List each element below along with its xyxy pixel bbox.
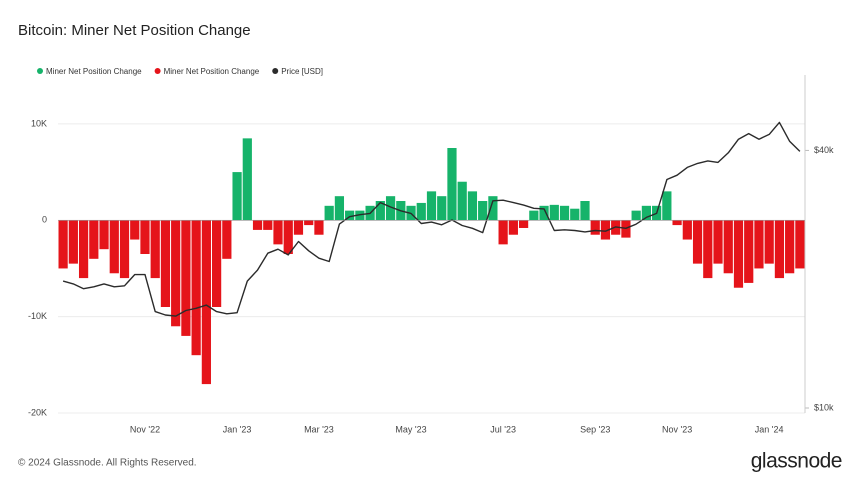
bar <box>345 210 355 221</box>
price-line <box>62 121 801 317</box>
bar <box>119 220 130 279</box>
bar <box>600 220 611 240</box>
bar <box>631 210 641 221</box>
footer: © 2024 Glassnode. All Rights Reserved. <box>18 458 197 469</box>
bar <box>703 220 713 279</box>
bar <box>130 220 140 240</box>
x-tick-label: Jan '24 <box>755 424 784 434</box>
chart-title: Bitcoin: Miner Net Position Change <box>18 22 251 39</box>
bar <box>641 205 651 221</box>
y-tick-label: -10K <box>28 311 47 321</box>
bar <box>68 220 78 264</box>
bar <box>263 220 273 230</box>
bar <box>682 220 692 240</box>
bar <box>334 196 345 221</box>
bar <box>478 201 488 221</box>
bar <box>252 220 263 230</box>
bar <box>539 205 549 221</box>
bar <box>672 220 682 226</box>
y2-tick-label: $10k <box>814 402 834 412</box>
bar <box>754 220 764 269</box>
bar <box>785 220 795 274</box>
x-tick-label: Jul '23 <box>490 424 516 434</box>
bar <box>201 220 211 385</box>
bar <box>355 210 365 221</box>
bar <box>109 220 119 274</box>
legend-label: Price [USD] <box>281 67 323 76</box>
bar <box>191 220 201 356</box>
y2-tick-label: $40k <box>814 145 834 155</box>
bar <box>518 220 529 228</box>
bar <box>590 220 600 235</box>
bar <box>314 220 324 235</box>
bar <box>559 205 570 221</box>
legend-swatch <box>154 68 161 74</box>
bar <box>662 191 672 221</box>
bar <box>150 220 160 279</box>
bar <box>171 220 181 327</box>
x-tick-label: Mar '23 <box>304 424 334 434</box>
bar <box>283 220 293 254</box>
bar <box>140 220 150 254</box>
bar <box>273 220 283 245</box>
bar <box>181 220 191 336</box>
bar <box>416 202 426 221</box>
bar <box>447 148 457 221</box>
bar <box>570 208 580 221</box>
bar <box>744 220 754 283</box>
y-tick-label: -20K <box>28 407 47 417</box>
bar <box>774 220 785 279</box>
bar <box>242 138 252 221</box>
bar <box>160 220 171 307</box>
bar <box>713 220 723 264</box>
bar <box>78 220 89 279</box>
legend-swatch <box>272 68 279 74</box>
bar <box>549 204 559 221</box>
x-tick-label: Nov '22 <box>130 424 160 434</box>
bar <box>498 220 508 245</box>
x-tick-label: Sep '23 <box>580 424 610 434</box>
bar <box>457 181 467 221</box>
bar <box>304 220 314 226</box>
bar <box>222 220 232 259</box>
bar <box>99 220 109 250</box>
legend-label: Miner Net Position Change <box>46 67 142 76</box>
x-tick-label: Nov '23 <box>662 424 692 434</box>
y-tick-label: 0 <box>42 215 47 225</box>
x-tick-label: Jan '23 <box>223 424 252 434</box>
bar <box>733 220 744 288</box>
bar <box>723 220 733 274</box>
bar <box>385 196 396 221</box>
legend-label: Miner Net Position Change <box>164 67 260 76</box>
bar <box>324 205 334 221</box>
bar <box>293 220 304 235</box>
legend-swatch <box>37 68 43 74</box>
bar <box>232 172 242 221</box>
bar <box>795 220 805 269</box>
brand-logo: glassnode <box>751 450 842 473</box>
bar <box>764 220 774 264</box>
x-tick-label: May '23 <box>395 424 426 434</box>
bar <box>58 220 68 269</box>
bar <box>529 210 539 221</box>
bar <box>488 196 498 221</box>
bar <box>89 220 99 259</box>
y-tick-label: 10K <box>31 118 47 128</box>
bar <box>508 220 518 235</box>
bar <box>375 201 385 221</box>
bar <box>212 220 222 307</box>
bar <box>580 201 590 221</box>
bar <box>467 191 478 221</box>
bar <box>692 220 703 264</box>
bar <box>426 191 437 221</box>
bar <box>437 196 447 221</box>
